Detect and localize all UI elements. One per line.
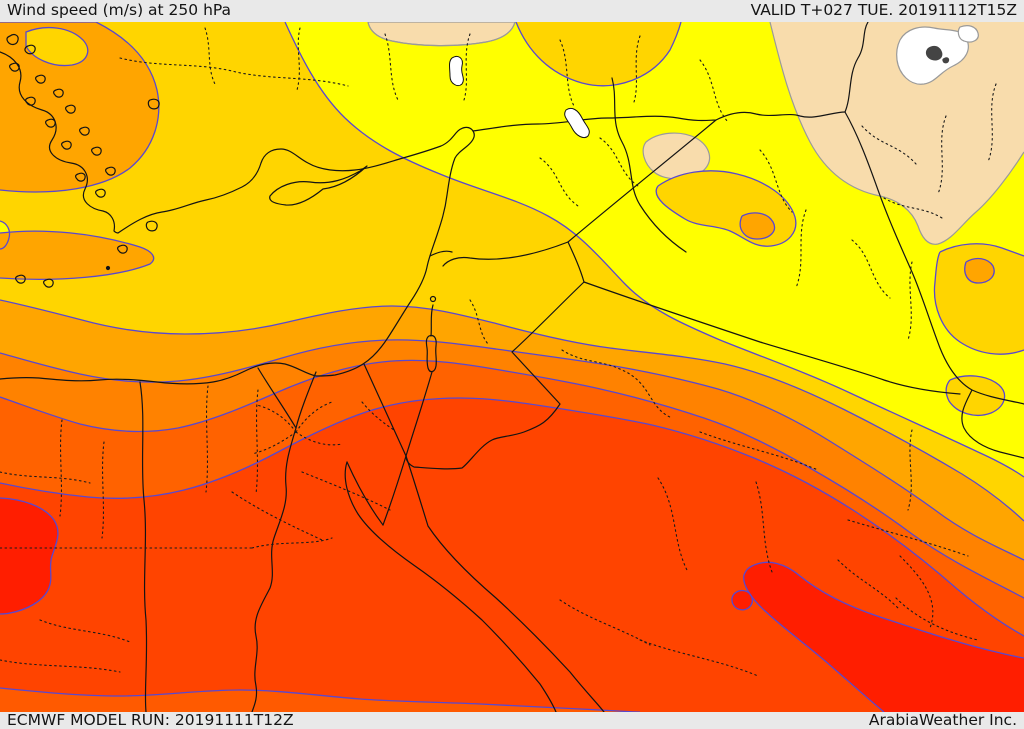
euphrates-river [611,77,687,253]
kuwait-border [961,389,1024,459]
egypt-libya-border [139,381,148,712]
turkey-syria-iraq-border [472,111,846,132]
coastlines-and-borders [0,22,1024,712]
valid-time-label: VALID T+027 TUE. 20191112T15Z [750,1,1017,20]
wind-speed-bands [0,22,1024,712]
aegean-islands [6,34,160,288]
cyprus-island [269,165,368,206]
turkey-iran-border [844,22,869,113]
footer-bar: ECMWF MODEL RUN: 20191111T12Z ArabiaWeat… [0,712,1024,729]
band-red-lobe-small [731,590,753,610]
band-cream-blob-syria [642,132,711,180]
lake-van [925,45,950,64]
map-title: Wind speed (m/s) at 250 hPa [7,1,232,20]
admin-borders [0,27,997,677]
branding-label: ArabiaWeather Inc. [868,710,1017,729]
dead-sea [425,334,437,373]
sea-of-galilee [429,295,437,303]
jordan-saudi-border [405,281,585,470]
band-orange-lens-mid [740,212,775,239]
red-sea-african-coast [344,461,557,712]
band-cream-main [770,22,1024,245]
band-orange-lens-right [964,258,995,283]
jordan-river [430,304,434,337]
band-bottom-lighter [0,688,640,712]
band-gold-blob-right [934,243,1024,355]
header-bar: Wind speed (m/s) at 250 hPa VALID T+027 … [0,0,1024,22]
jordan-iraq-border [567,241,585,283]
israel-lebanon-border [429,250,453,257]
gulf-of-aqaba-west-shore [382,455,407,526]
syria-jordan-border [442,241,569,267]
contour-lines [0,22,1024,712]
red-sea-arabian-coast [405,455,605,712]
israel-egypt-border [363,363,407,457]
lake-assad [564,107,590,139]
band-white-small [957,25,979,43]
band-red-southeast [743,562,1024,712]
syria-iraq-border [567,119,717,243]
band-orange-northwest [0,22,159,192]
band-orange-tongue-left [0,231,154,280]
band-red-left [0,498,58,614]
gulf-of-suez-east-shore [346,461,384,526]
iraq-saudi-border [583,281,961,395]
mediterranean-coastline [0,51,475,385]
band-gold-blob-right2 [946,375,1005,416]
wadi-araba-border [405,371,433,457]
model-run-label: ECMWF MODEL RUN: 20191111T12Z [7,710,294,729]
lakes [449,45,950,139]
lake-tuz [449,55,464,87]
city-dot [105,265,111,271]
nile-river [251,367,317,712]
band-gold-blob-northwest [26,27,88,66]
